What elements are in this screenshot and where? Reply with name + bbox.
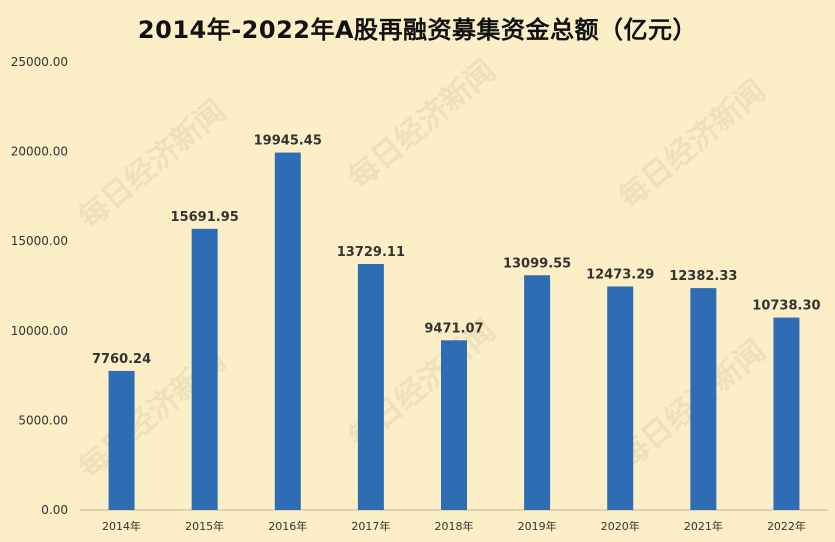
bar [524,275,551,510]
chart-title: 2014年-2022年A股再融资募集资金总额（亿元） [137,16,698,44]
bar [108,370,135,510]
x-tick-label: 2021年 [684,519,723,533]
y-tick-label: 10000.00 [11,324,68,338]
bar [357,263,384,510]
y-tick-label: 15000.00 [11,234,68,248]
bar [607,286,634,510]
x-tick-label: 2020年 [601,519,640,533]
bar [690,288,717,510]
x-tick-label: 2022年 [767,519,806,533]
data-label: 9471.07 [424,321,483,336]
x-tick-label: 2019年 [518,519,557,533]
bar [191,228,218,510]
data-label: 15691.95 [171,210,239,225]
data-label: 7760.24 [92,352,151,367]
data-label: 10738.30 [752,299,820,314]
x-tick-label: 2018年 [435,519,474,533]
y-tick-label: 25000.00 [11,55,68,69]
data-label: 12382.33 [669,269,737,284]
x-tick-label: 2015年 [185,519,224,533]
data-label: 13729.11 [337,245,405,260]
bar [441,340,467,510]
data-label: 19945.45 [254,134,322,149]
data-label: 12473.29 [586,267,654,282]
x-tick-label: 2016年 [268,519,307,533]
y-tick-label: 20000.00 [11,145,68,159]
bar [274,152,301,511]
bar [773,317,800,510]
y-tick-label: 5000.00 [18,413,68,427]
x-tick-label: 2017年 [351,519,390,533]
data-label: 13099.55 [503,256,571,271]
x-tick-label: 2014年 [102,519,141,533]
y-tick-label: 0.00 [41,503,68,517]
